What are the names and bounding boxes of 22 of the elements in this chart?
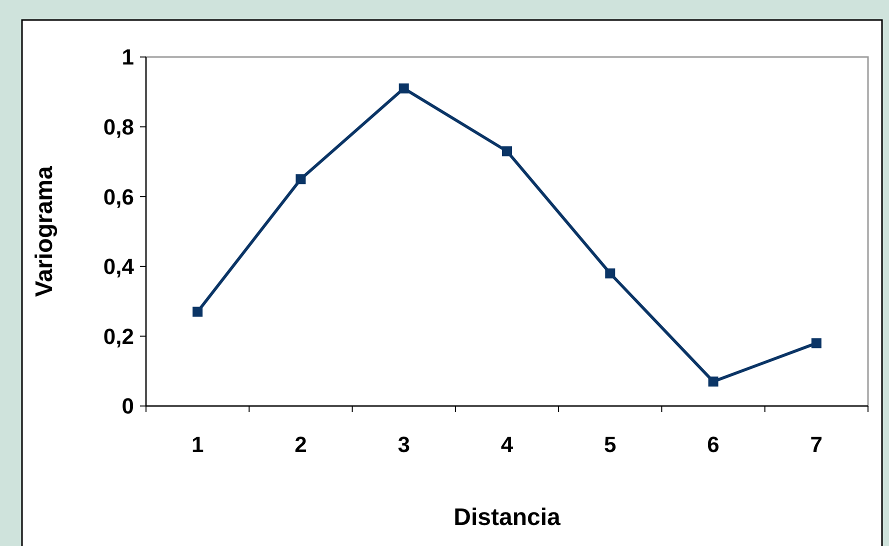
y-tick-label: 0,8 — [103, 114, 134, 140]
point — [192, 306, 203, 317]
y-tick-label: 0,6 — [103, 184, 134, 210]
x-tick-label: 2 — [294, 432, 307, 457]
x-tick-label: 7 — [810, 432, 823, 457]
point — [398, 83, 409, 94]
point — [296, 174, 306, 184]
x-tick-label: 5 — [604, 432, 616, 457]
point — [708, 376, 718, 387]
y-tick-label: 0 — [122, 394, 134, 419]
x-tick-label: 3 — [398, 432, 410, 457]
x-axis-title: Distancia — [454, 504, 562, 531]
y-tick-label: 1 — [122, 44, 134, 70]
y-tick-label: 0,4 — [103, 254, 135, 280]
point — [502, 146, 512, 156]
y-tick-label: 0,2 — [103, 324, 134, 349]
point — [605, 268, 616, 278]
x-tick-label: 6 — [707, 432, 720, 457]
point — [811, 338, 822, 348]
x-tick-label: 4 — [500, 432, 514, 457]
y-axis-title: Variograma — [31, 165, 58, 297]
x-tick-label: 1 — [191, 432, 204, 457]
